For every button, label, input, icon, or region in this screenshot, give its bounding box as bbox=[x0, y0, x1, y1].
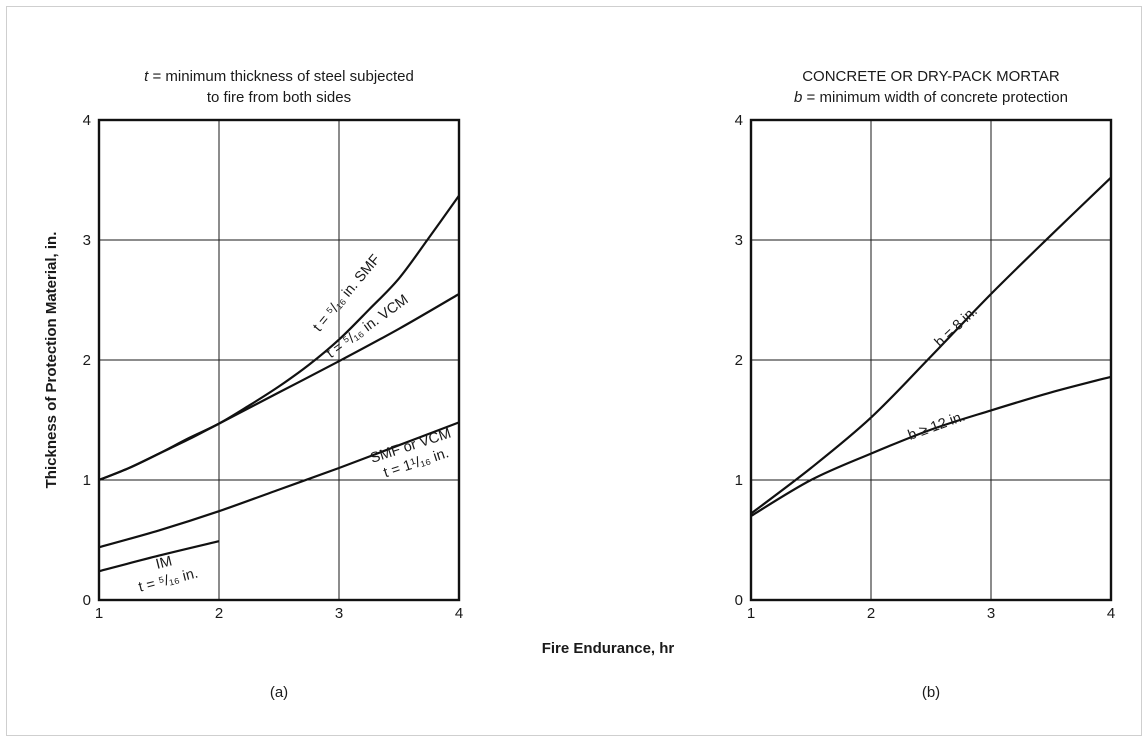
x-tick-label: 1 bbox=[747, 605, 755, 622]
figure-frame bbox=[6, 6, 1142, 736]
chart-title-line: CONCRETE OR DRY-PACK MORTAR bbox=[802, 68, 1060, 85]
chart-title-line: t = minimum thickness of steel subjected bbox=[144, 68, 414, 85]
chart-title-line: b = minimum width of concrete protection bbox=[794, 89, 1068, 106]
y-tick-label: 1 bbox=[735, 472, 743, 489]
series-annotation: b ≥ 12 in. bbox=[906, 409, 967, 444]
x-tick-label: 1 bbox=[95, 605, 103, 622]
series-annotation: b = 8 in. bbox=[932, 303, 981, 350]
y-tick-label: 3 bbox=[735, 232, 743, 249]
x-tick-label: 4 bbox=[1107, 605, 1115, 622]
x-tick-label: 3 bbox=[987, 605, 995, 622]
y-tick-label: 0 bbox=[83, 592, 91, 609]
x-tick-label: 2 bbox=[215, 605, 223, 622]
y-axis-title: Thickness of Protection Material, in. bbox=[43, 232, 60, 489]
y-tick-label: 1 bbox=[83, 472, 91, 489]
y-tick-label: 3 bbox=[83, 232, 91, 249]
x-axis-title: Fire Endurance, hr bbox=[542, 640, 675, 657]
plot-area-border bbox=[749, 118, 1113, 602]
panel-b: CONCRETE OR DRY-PACK MORTAR b = minimum w… bbox=[735, 68, 1116, 701]
y-tick-label: 4 bbox=[83, 112, 91, 129]
y-tick-label: 4 bbox=[735, 112, 743, 129]
plot-area-border bbox=[97, 118, 461, 602]
y-tick-label: 0 bbox=[735, 592, 743, 609]
panel-label: (b) bbox=[922, 684, 940, 701]
series-line-3 bbox=[98, 421, 460, 549]
panel-label: (a) bbox=[270, 684, 288, 701]
panel-a: t = minimum thickness of steel subjected… bbox=[83, 68, 464, 701]
series-line-2 bbox=[98, 293, 460, 482]
series-line-4 bbox=[98, 540, 220, 573]
series-annotation: IMt = ⁵/₁₆ in. bbox=[133, 548, 200, 596]
series-annotation: SMF or VCMt = 1¹/₁₆ in. bbox=[368, 426, 458, 484]
x-tick-label: 2 bbox=[867, 605, 875, 622]
x-tick-label: 3 bbox=[335, 605, 343, 622]
x-tick-label: 4 bbox=[455, 605, 463, 622]
chart-title-line: to fire from both sides bbox=[207, 89, 351, 106]
series-line-1 bbox=[98, 194, 460, 482]
y-tick-label: 2 bbox=[83, 352, 91, 369]
y-tick-label: 2 bbox=[735, 352, 743, 369]
series-line-1 bbox=[750, 176, 1112, 515]
series-line-2 bbox=[750, 375, 1112, 517]
